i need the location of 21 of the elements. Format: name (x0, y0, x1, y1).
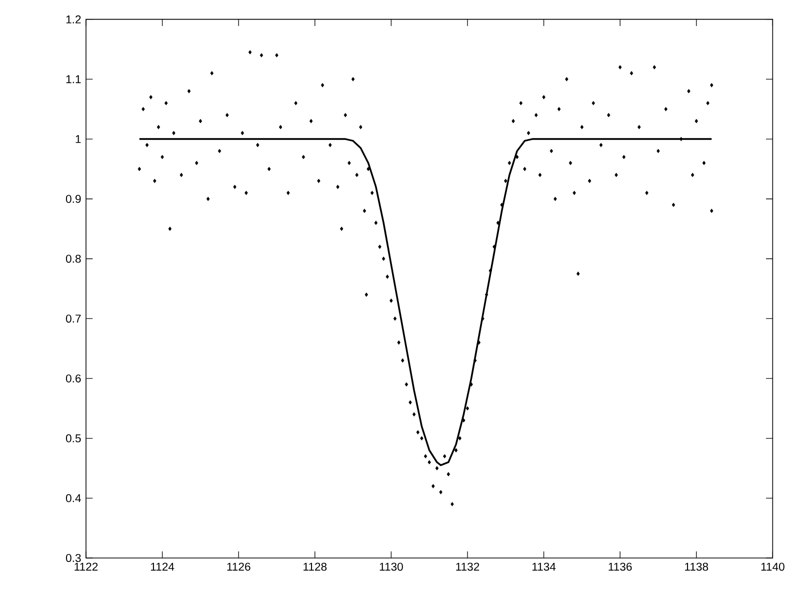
y-tick-label: 0.7 (66, 314, 81, 323)
y-tick-label: 1.2 (66, 15, 81, 24)
x-tick-label: 1128 (304, 562, 327, 571)
x-tick-label: 1140 (761, 562, 784, 571)
x-tick-label: 1134 (532, 562, 556, 571)
y-tick-label: 1 (76, 135, 81, 143)
y-tick-label: 1.1 (66, 75, 81, 84)
x-tick-label: 1124 (150, 562, 174, 571)
x-tick-label: 1126 (227, 562, 250, 571)
y-tick-label: 0.5 (66, 434, 81, 442)
x-tick-label: 1130 (380, 562, 403, 571)
y-tick-label: 0.9 (66, 194, 81, 203)
y-tick-label: 0.8 (66, 254, 81, 263)
x-tick-label: 1132 (456, 562, 480, 571)
y-tick-label: 0.6 (66, 374, 81, 382)
x-tick-label: 1136 (608, 562, 632, 571)
line-series (138, 138, 712, 466)
y-tick-label: 0.4 (66, 494, 81, 502)
x-tick-label: 1138 (685, 562, 708, 571)
x-tick-label: 1122 (74, 562, 98, 571)
y-tick-label: 0.3 (66, 554, 81, 562)
